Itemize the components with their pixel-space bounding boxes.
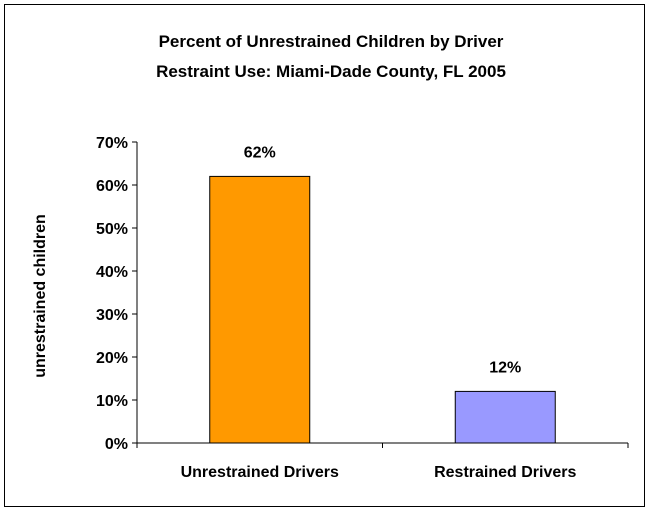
- data-label: 62%: [244, 144, 276, 161]
- chart-title-line-2: Restraint Use: Miami-Dade County, FL 200…: [156, 62, 506, 81]
- bar: [209, 175, 311, 444]
- y-tick-label: 50%: [96, 221, 128, 238]
- bar: [454, 390, 556, 444]
- chart-title-line-1: Percent of Unrestrained Children by Driv…: [159, 32, 504, 51]
- y-axis-label: unrestrained children: [32, 214, 49, 378]
- y-tick-label: 10%: [96, 393, 128, 410]
- plot-area: 0% 10% 20% 30% 40% 50% 60% 70% 62% Unrestrained D…: [96, 135, 629, 481]
- y-tick-label: 70%: [96, 135, 128, 152]
- x-tick-label: Unrestrained Drivers: [181, 464, 339, 481]
- data-label: 12%: [489, 359, 521, 376]
- y-tick-label: 40%: [96, 264, 128, 281]
- y-tick-label: 60%: [96, 178, 128, 195]
- x-tick-label: Restrained Drivers: [434, 464, 576, 481]
- y-tick-label: 0%: [105, 436, 128, 453]
- y-tick-label: 20%: [96, 350, 128, 367]
- y-tick-label: 30%: [96, 307, 128, 324]
